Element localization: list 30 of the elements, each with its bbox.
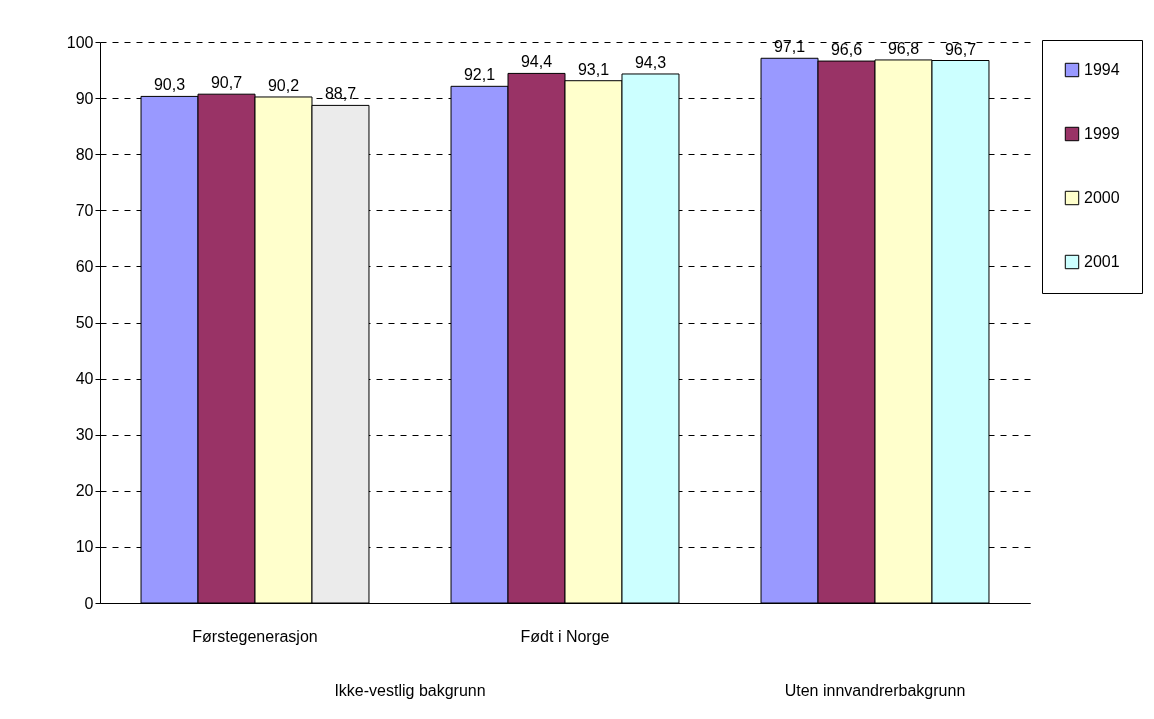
data-label: 96,8 [887,39,920,57]
data-label: 94,3 [634,53,667,71]
data-label: 94,4 [520,53,553,71]
data-label: 88,7 [324,85,357,103]
legend-label: 2001 [1084,253,1120,270]
data-label: 96,7 [944,40,977,58]
y-tick-label: 0 [84,594,94,612]
y-tick-label: 10 [75,538,94,556]
y-tick-label: 100 [66,33,94,51]
y-tick-label: 70 [75,201,94,219]
y-tick-label: 80 [75,145,94,163]
legend-label: 1999 [1084,125,1120,142]
text: Uten innvandrerbakgrunn [784,682,966,699]
data-label: 92,1 [463,66,496,84]
data-label: 90,2 [267,76,300,94]
data-label: 90,7 [210,74,243,92]
y-tick-label: 90 [75,89,94,107]
y-tick-label: 20 [75,482,94,500]
y-tick-label: 50 [75,314,94,331]
x-tick-label: Født i Norge [520,627,610,645]
y-tick-label: 40 [75,370,94,388]
y-tick-label: 30 [75,426,94,444]
legend-label: 1994 [1084,61,1120,78]
text: Ikke-vestlig bakgrunn [334,682,486,699]
legend-label: 2000 [1084,189,1120,206]
y-tick-label: 60 [75,257,94,275]
data-label: 96,6 [830,41,863,59]
data-label: 93,1 [577,60,610,78]
data-label: 90,3 [153,76,186,94]
x-tick-label: Førstegenerasjon [192,627,318,645]
